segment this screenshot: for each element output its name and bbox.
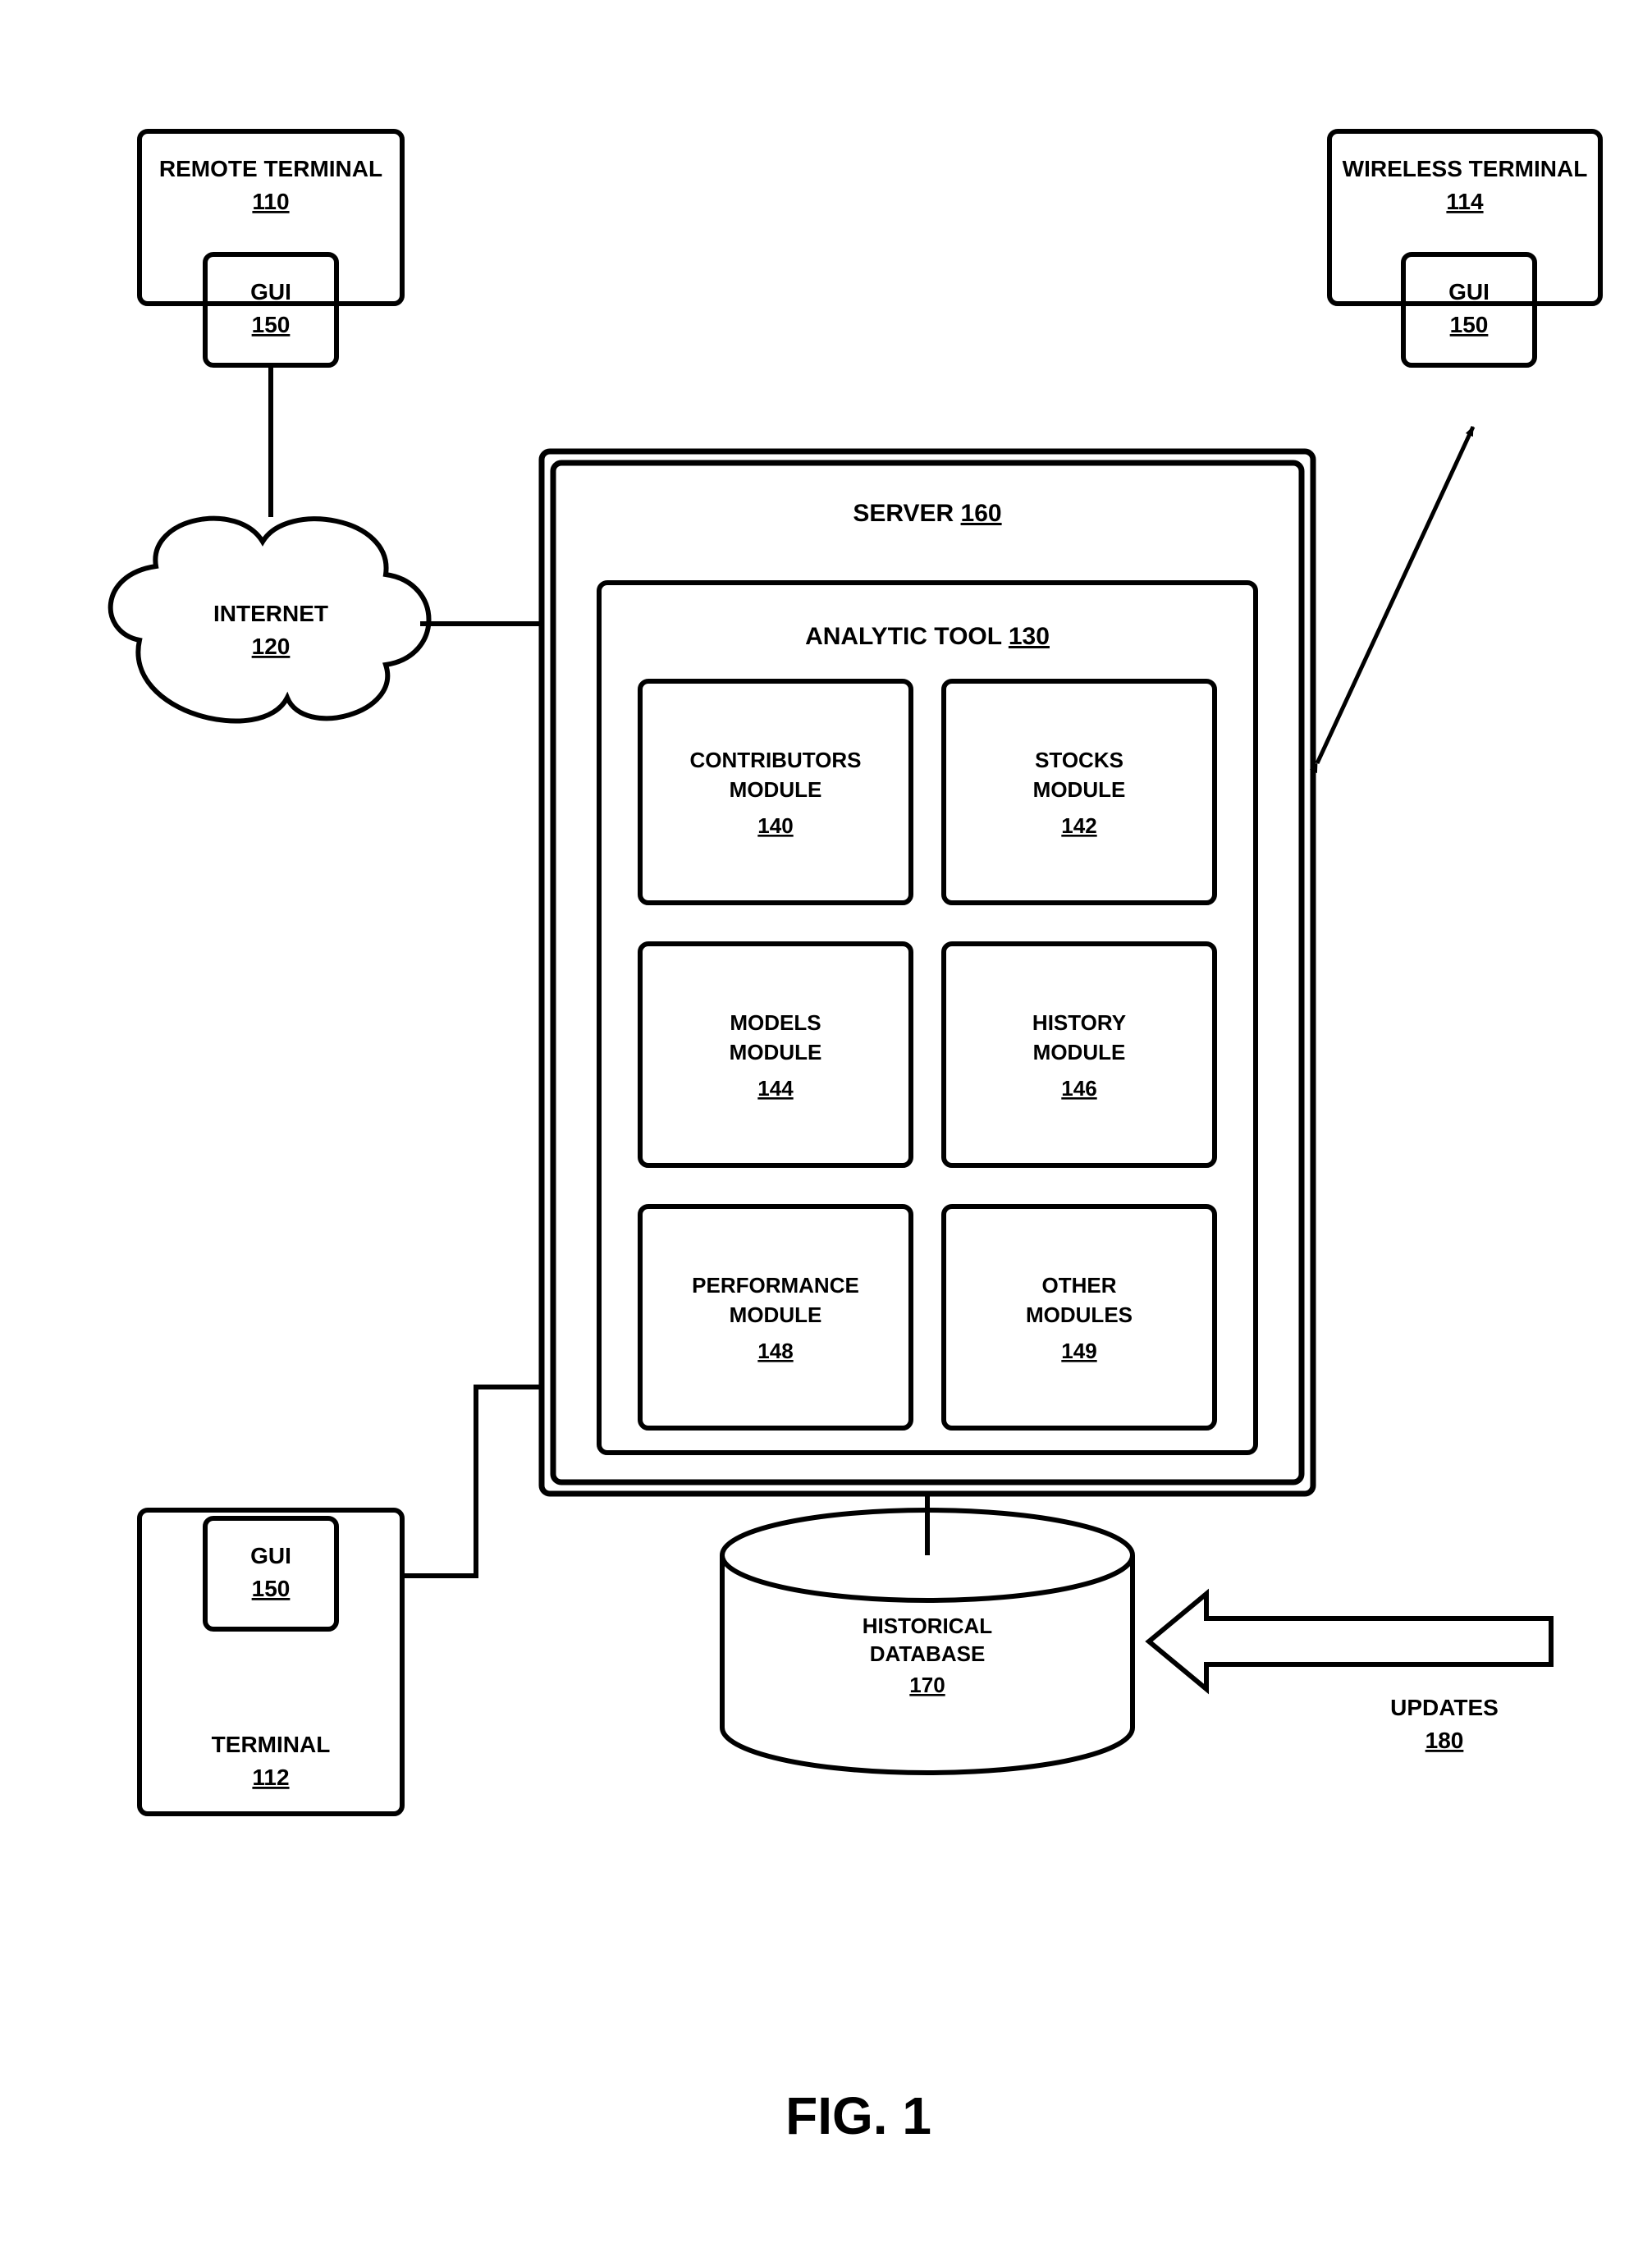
svg-text:110: 110 bbox=[252, 189, 289, 214]
svg-text:OTHER: OTHER bbox=[1042, 1273, 1117, 1298]
svg-text:INTERNET: INTERNET bbox=[213, 601, 328, 626]
svg-text:MODULE: MODULE bbox=[1033, 1040, 1126, 1064]
connectors bbox=[271, 365, 1473, 1576]
svg-text:CONTRIBUTORS: CONTRIBUTORS bbox=[690, 748, 862, 772]
svg-text:140: 140 bbox=[757, 813, 793, 838]
svg-text:112: 112 bbox=[252, 1765, 289, 1790]
svg-text:MODULE: MODULE bbox=[730, 1040, 822, 1064]
svg-text:HISTORICAL: HISTORICAL bbox=[863, 1614, 993, 1638]
module-box-140: CONTRIBUTORS MODULE 140 bbox=[640, 681, 911, 903]
svg-text:149: 149 bbox=[1061, 1339, 1096, 1363]
module-box-149: OTHER MODULES 149 bbox=[944, 1206, 1215, 1428]
server-box: SERVER 160 bbox=[542, 451, 1313, 1494]
svg-text:MODULE: MODULE bbox=[730, 1302, 822, 1327]
svg-text:180: 180 bbox=[1425, 1728, 1464, 1753]
figure-1-diagram: REMOTE TERMINAL 110 GUI 150 WIRELESS TERMINA… bbox=[33, 33, 1652, 2233]
updates-arrow: UPDATES 180 bbox=[1149, 1594, 1551, 1753]
analytic-tool-box: ANALYTIC TOOL 130 bbox=[599, 583, 1256, 1453]
svg-text:UPDATES: UPDATES bbox=[1390, 1695, 1499, 1720]
svg-text:MODULE: MODULE bbox=[1033, 777, 1126, 802]
svg-text:SERVER 160: SERVER 160 bbox=[853, 500, 1001, 527]
module-box-142: STOCKS MODULE 142 bbox=[944, 681, 1215, 903]
remote-terminal-gui-box: GUI 150 bbox=[205, 254, 336, 365]
svg-text:PERFORMANCE: PERFORMANCE bbox=[692, 1273, 859, 1298]
remote-terminal-box: REMOTE TERMINAL 110 bbox=[140, 131, 402, 304]
svg-text:120: 120 bbox=[252, 634, 291, 659]
svg-text:148: 148 bbox=[757, 1339, 793, 1363]
svg-text:STOCKS: STOCKS bbox=[1035, 748, 1123, 772]
module-box-148: PERFORMANCE MODULE 148 bbox=[640, 1206, 911, 1428]
svg-text:REMOTE TERMINAL: REMOTE TERMINAL bbox=[159, 156, 382, 181]
svg-text:146: 146 bbox=[1061, 1076, 1096, 1101]
svg-text:150: 150 bbox=[1450, 312, 1489, 337]
svg-text:114: 114 bbox=[1446, 189, 1484, 214]
svg-text:GUI: GUI bbox=[250, 279, 291, 304]
svg-text:MODULE: MODULE bbox=[730, 777, 822, 802]
svg-text:GUI: GUI bbox=[250, 1543, 291, 1568]
svg-text:HISTORY: HISTORY bbox=[1032, 1010, 1126, 1035]
svg-text:142: 142 bbox=[1061, 813, 1096, 838]
svg-text:150: 150 bbox=[252, 1576, 291, 1601]
internet-cloud: INTERNET 120 bbox=[111, 519, 429, 721]
svg-text:MODELS: MODELS bbox=[730, 1010, 821, 1035]
svg-text:TERMINAL: TERMINAL bbox=[212, 1732, 331, 1757]
module-box-146: HISTORY MODULE 146 bbox=[944, 944, 1215, 1165]
terminal-gui-box: GUI 150 bbox=[205, 1518, 336, 1629]
svg-text:MODULES: MODULES bbox=[1026, 1302, 1133, 1327]
svg-text:ANALYTIC TOOL 130: ANALYTIC TOOL 130 bbox=[805, 623, 1050, 650]
svg-text:170: 170 bbox=[909, 1673, 945, 1697]
figure-label: FIG. 1 bbox=[785, 2086, 931, 2145]
svg-text:144: 144 bbox=[757, 1076, 794, 1101]
wireless-terminal-box: WIRELESS TERMINAL 114 bbox=[1329, 131, 1600, 304]
svg-text:DATABASE: DATABASE bbox=[870, 1641, 986, 1666]
svg-text:WIRELESS TERMINAL: WIRELESS TERMINAL bbox=[1343, 156, 1588, 181]
wireless-terminal-gui-box: GUI 150 bbox=[1403, 254, 1535, 365]
svg-text:150: 150 bbox=[252, 312, 291, 337]
module-box-144: MODELS MODULE 144 bbox=[640, 944, 911, 1165]
svg-text:GUI: GUI bbox=[1448, 279, 1490, 304]
